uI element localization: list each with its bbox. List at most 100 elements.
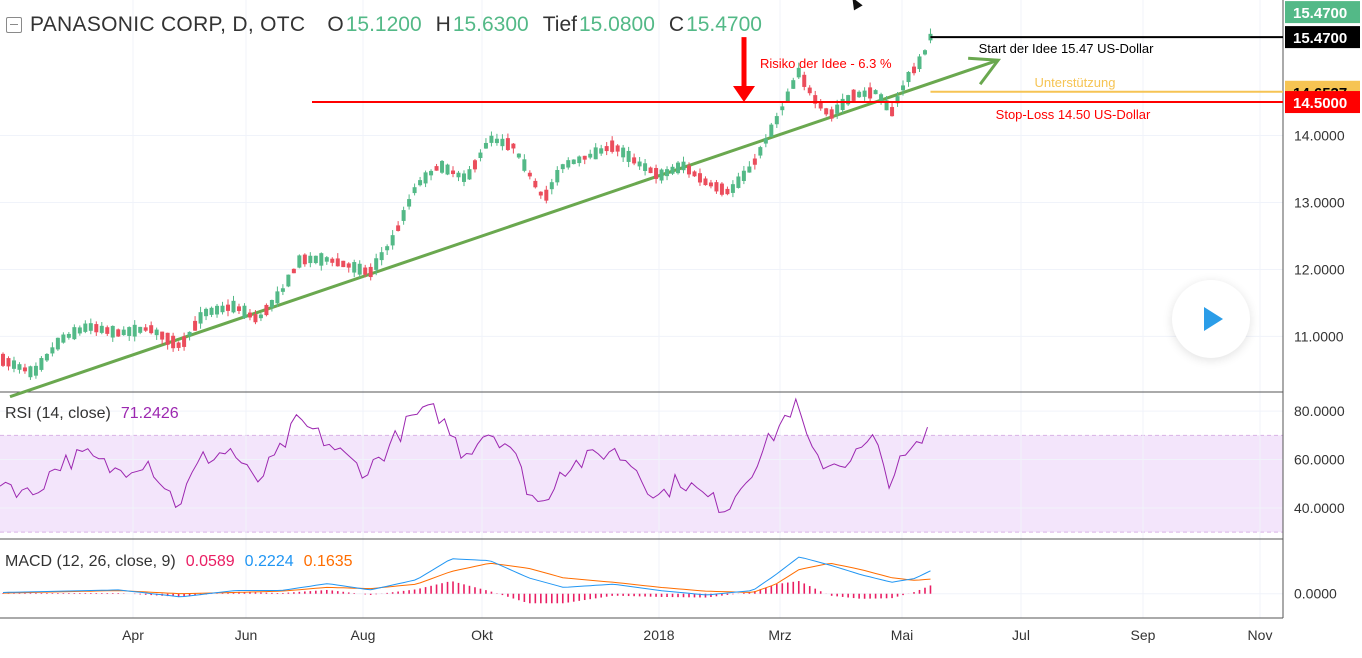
candle-body [193, 320, 198, 331]
rsi-label: RSI (14, close) [5, 405, 111, 422]
macd-signal-line[interactable] [2, 562, 931, 595]
candle-body [505, 138, 510, 151]
x-tick-label: Mai [891, 627, 914, 643]
candle-body [187, 331, 192, 336]
candle-body [335, 258, 340, 267]
candle-body [1, 353, 5, 366]
candle-body [44, 353, 49, 361]
price-tick-label: 12.0000 [1294, 261, 1345, 277]
candle-body [472, 160, 477, 170]
candle-body [346, 263, 351, 268]
candle-body [220, 305, 225, 313]
candle-body [368, 266, 373, 278]
candle-body [912, 66, 917, 74]
candle-body [407, 199, 412, 207]
candle-body [884, 100, 889, 111]
candle-body [50, 347, 55, 354]
candle-body [610, 140, 615, 152]
candle-body [714, 182, 719, 192]
candle-body [708, 182, 713, 187]
candle-body [412, 187, 417, 194]
candle-body [774, 116, 779, 125]
candle-body [500, 138, 505, 147]
macd-line[interactable] [2, 556, 931, 598]
candle-body [538, 191, 543, 196]
candle-body [352, 262, 357, 273]
candle-body [621, 147, 626, 158]
rsi-tick-label: 80.0000 [1294, 403, 1345, 419]
candle-body [522, 159, 527, 171]
candle-body [840, 98, 845, 111]
candle-body [209, 307, 214, 315]
stoploss-price-tag-bg [1285, 91, 1360, 114]
candle-body [643, 163, 648, 171]
high-label: H [435, 13, 451, 36]
candle-body [697, 173, 702, 183]
candle-body [28, 366, 33, 378]
candle-body [269, 299, 274, 308]
candle-body [846, 95, 851, 105]
risk-annotation: Risiko der Idee - 6.3 % [760, 56, 892, 71]
candle-body [654, 167, 659, 179]
rsi-legend: RSI (14, close) 71.2426 [5, 405, 179, 423]
macd-hist-value: 0.1635 [303, 553, 353, 570]
candle-body [637, 161, 642, 167]
candle-body [922, 50, 927, 55]
candle-body [670, 166, 675, 174]
candle-body [791, 80, 796, 89]
candle-body [868, 87, 873, 99]
x-tick-label: Mrz [768, 627, 791, 643]
candle-body [483, 142, 488, 149]
candle-body [763, 138, 768, 144]
candle-body [247, 312, 252, 318]
candle-body [302, 254, 307, 265]
candle-body [549, 182, 554, 190]
start-annotation: Start der Idee 15.47 US-Dollar [979, 41, 1155, 56]
close-label: C [668, 13, 685, 36]
candle-body [681, 161, 686, 171]
candle-body [533, 180, 538, 188]
candle-body [807, 87, 812, 94]
candle-body [204, 308, 209, 317]
candle-body [236, 306, 241, 311]
high-value: 15.6300 [452, 13, 529, 36]
symbol-title[interactable]: PANASONIC CORP, D, OTC [30, 13, 306, 36]
candle-body [665, 169, 670, 177]
candle-body [593, 147, 598, 160]
candle-body [451, 170, 456, 175]
x-tick-label: 2018 [643, 627, 674, 643]
candle-body [61, 334, 66, 343]
candle-body [626, 150, 631, 162]
candle-body [379, 252, 384, 261]
candle-body [88, 323, 93, 331]
candle-body [752, 158, 757, 165]
rsi-tick-label: 60.0000 [1294, 452, 1345, 468]
candle-body [901, 85, 906, 91]
play-button[interactable] [1172, 280, 1250, 358]
candle-body [286, 274, 291, 287]
candle-body [121, 329, 126, 336]
candle-body [615, 145, 620, 152]
candle-body [182, 336, 187, 347]
candle-body [544, 189, 549, 201]
candle-body [313, 255, 318, 264]
candle-body [632, 157, 637, 164]
candle-body [725, 188, 730, 195]
candle-body [357, 263, 362, 275]
rsi-line[interactable] [0, 397, 928, 514]
candle-body [94, 324, 99, 333]
collapse-menu-icon[interactable] [6, 17, 22, 33]
macd-signal-value: 0.2224 [244, 553, 294, 570]
trend-arrow-head [968, 56, 1002, 86]
candle-body [461, 173, 466, 182]
chart-header: PANASONIC CORP, D, OTC O 15.1200 H 15.6300… [0, 8, 762, 42]
candle-body [72, 327, 77, 340]
candle-body [857, 91, 862, 98]
candle-body [226, 304, 231, 311]
candle-body [401, 210, 406, 221]
trend-line[interactable] [9, 58, 999, 399]
stoploss-price-tag: 14.5000 [1293, 95, 1347, 112]
price-tick-label: 13.0000 [1294, 195, 1345, 211]
